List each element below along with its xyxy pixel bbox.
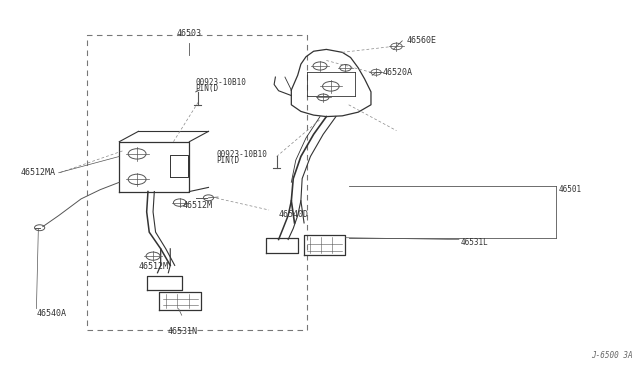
Text: 46512MA: 46512MA — [20, 168, 56, 177]
Text: 46503: 46503 — [177, 29, 202, 38]
Text: 46540A: 46540A — [36, 309, 67, 318]
Text: PIN(D: PIN(D — [216, 156, 239, 165]
Bar — [88, 35, 307, 330]
Text: 46520A: 46520A — [383, 68, 412, 77]
Text: J-6500 3A: J-6500 3A — [591, 351, 632, 360]
Text: 46512M: 46512M — [183, 201, 213, 210]
Text: 46531L: 46531L — [460, 238, 488, 247]
Text: 00923-10B10: 00923-10B10 — [196, 78, 246, 87]
Text: 00923-10B10: 00923-10B10 — [216, 150, 267, 159]
Text: PIN(D: PIN(D — [196, 84, 219, 93]
Text: 46560E: 46560E — [406, 36, 436, 45]
Text: 46540D: 46540D — [278, 210, 308, 219]
Text: 46512M: 46512M — [138, 262, 168, 270]
Text: 46501: 46501 — [559, 185, 582, 194]
Text: 46531N: 46531N — [168, 327, 198, 336]
